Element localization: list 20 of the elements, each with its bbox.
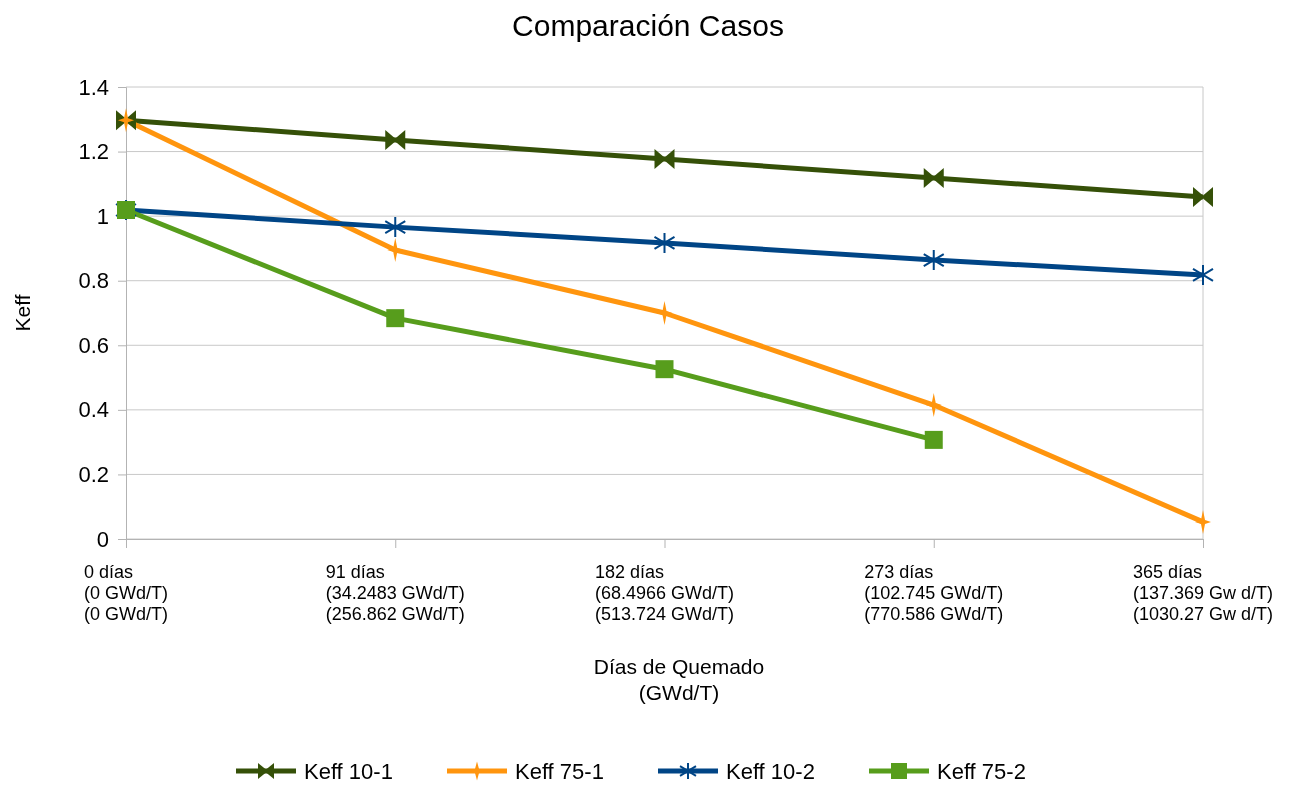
legend-label: Keff 75-2 bbox=[937, 759, 1026, 784]
y-tick-label: 1.2 bbox=[78, 139, 109, 165]
x-tick-label: 0 días (0 GWd/T) (0 GWd/T) bbox=[84, 562, 168, 624]
y-tick-label: 0.8 bbox=[78, 268, 109, 294]
legend-label: Keff 75-1 bbox=[515, 759, 604, 784]
x-tick-label: 182 días (68.4966 GWd/T) (513.724 GWd/T) bbox=[594, 562, 735, 624]
chart-title: Comparación Casos bbox=[512, 9, 784, 42]
legend-label: Keff 10-2 bbox=[726, 759, 815, 784]
x-axis-title: Días de Quemado (GWd/T) bbox=[593, 655, 765, 704]
y-tick-label: 0.6 bbox=[78, 332, 109, 358]
y-tick-label: 1 bbox=[96, 203, 109, 229]
x-tick-label: 273 días (102.745 GWd/T) (770.586 GWd/T) bbox=[864, 562, 1004, 624]
y-tick-label: 0.4 bbox=[78, 397, 109, 423]
legend-label: Keff 10-1 bbox=[304, 759, 393, 784]
x-tick-label: 365 días (137.369 Gw d/T) (1030.27 Gw d/T) bbox=[1132, 562, 1274, 624]
y-tick-label: 1.4 bbox=[78, 74, 109, 100]
y-axis-title: Keff bbox=[11, 294, 34, 332]
x-tick-label: 91 días (34.2483 GWd/T) (256.862 GWd/T) bbox=[325, 562, 465, 624]
y-tick-label: 0 bbox=[96, 526, 109, 552]
y-tick-label: 0.2 bbox=[78, 461, 109, 487]
